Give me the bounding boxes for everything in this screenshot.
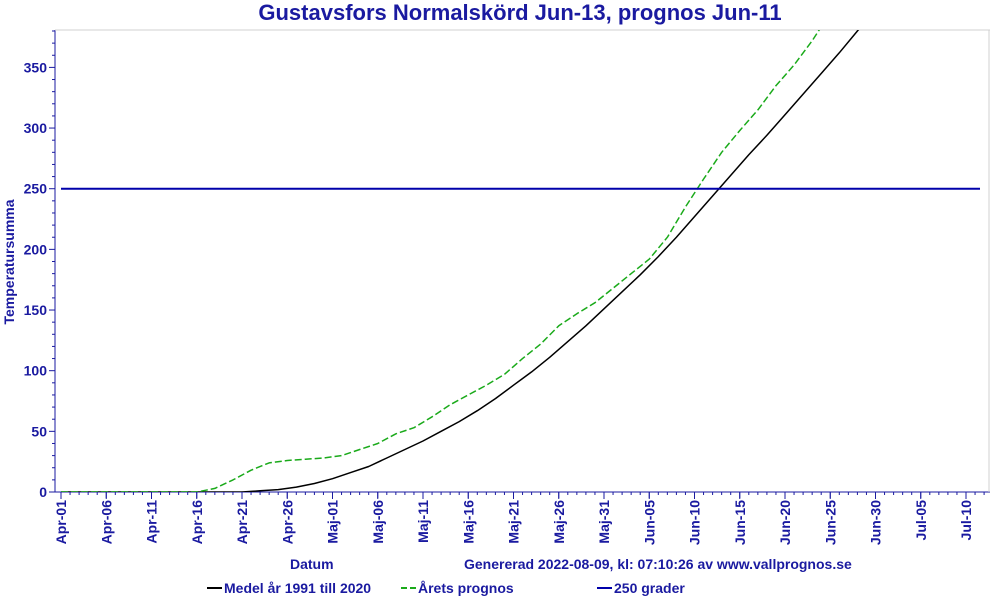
x-tick-label: Jul-10 bbox=[958, 500, 974, 541]
x-tick-label: Apr-06 bbox=[98, 500, 114, 545]
y-tick-label: 150 bbox=[24, 302, 48, 318]
y-tick-label: 250 bbox=[24, 181, 48, 197]
generated-note: Genererad 2022-08-09, kl: 07:10:26 av ww… bbox=[464, 556, 852, 572]
y-tick-label: 300 bbox=[24, 120, 48, 136]
y-tick-label: 100 bbox=[24, 363, 48, 379]
x-tick-label: Jun-30 bbox=[868, 500, 884, 545]
series-group bbox=[61, 30, 980, 492]
series-line-medel bbox=[61, 30, 860, 492]
x-tick-label: Jul-05 bbox=[913, 500, 929, 541]
x-tick-label: Maj-06 bbox=[370, 500, 386, 544]
y-tick-label: 0 bbox=[39, 484, 47, 500]
y-tick-label: 200 bbox=[24, 241, 48, 257]
axes bbox=[54, 29, 990, 493]
x-tick-label: Maj-26 bbox=[551, 500, 567, 544]
x-tick-label: Maj-16 bbox=[460, 500, 476, 544]
legend-label-threshold: 250 grader bbox=[614, 580, 685, 596]
x-tick-label: Maj-01 bbox=[325, 500, 341, 544]
x-axis-label: Datum bbox=[290, 556, 334, 572]
x-tick-label: Apr-11 bbox=[144, 500, 160, 544]
x-tick-label: Jun-10 bbox=[687, 500, 703, 545]
x-tick-label: Jun-05 bbox=[641, 500, 657, 545]
x-tick-label: Apr-26 bbox=[279, 500, 295, 545]
x-tick-label: Apr-16 bbox=[189, 500, 205, 545]
y-ticks: 0 50 100 150 200 250 300 350 bbox=[24, 30, 55, 500]
y-tick-label: 350 bbox=[24, 59, 48, 75]
x-ticks: Apr-01 Apr-06 Apr-11 Apr-16 Apr-21 Apr-26 Maj-… bbox=[53, 492, 985, 545]
x-tick-label: Jun-15 bbox=[732, 500, 748, 545]
legend-label-medel: Medel år 1991 till 2020 bbox=[224, 580, 371, 596]
legend-label-prognos: Årets prognos bbox=[418, 580, 514, 596]
x-tick-label: Maj-11 bbox=[415, 500, 431, 543]
series-line-prognos bbox=[61, 30, 821, 492]
x-tick-label: Jun-25 bbox=[822, 500, 838, 545]
legend: Medel år 1991 till 2020 Årets prognos 25… bbox=[207, 580, 685, 596]
y-axis-label: Temperatursumma bbox=[1, 199, 17, 324]
x-tick-label: Maj-21 bbox=[506, 500, 522, 544]
x-tick-label: Jun-20 bbox=[777, 500, 793, 545]
y-tick-label: 50 bbox=[31, 423, 47, 439]
chart-title: Gustavsfors Normalskörd Jun-13, prognos … bbox=[258, 0, 781, 25]
x-tick-label: Apr-01 bbox=[53, 500, 69, 545]
x-tick-label: Maj-31 bbox=[596, 500, 612, 544]
x-tick-label: Apr-21 bbox=[234, 500, 250, 545]
